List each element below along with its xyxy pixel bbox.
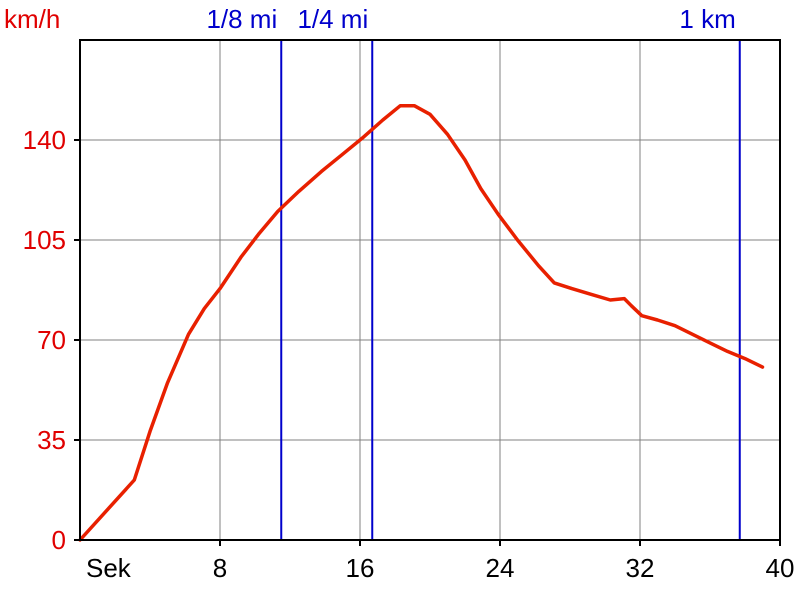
y-tick-label: 0	[52, 525, 66, 555]
x-tick-label: 32	[626, 553, 655, 583]
x-tick-label: 24	[486, 553, 515, 583]
marker-label: 1/4 mi	[297, 4, 368, 34]
marker-label: 1 km	[679, 4, 735, 34]
plot-frame	[79, 39, 781, 541]
y-unit-label: km/h	[4, 4, 60, 34]
series-group	[78, 103, 765, 542]
y-tick-label: 140	[23, 125, 66, 155]
marker-label: 1/8 mi	[206, 4, 277, 34]
y-tick-label: 35	[37, 425, 66, 455]
x-tick-label: 8	[213, 553, 227, 583]
y-tick-label: 105	[23, 225, 66, 255]
distance-markers: 1/8 mi 1/4 mi 1 km	[206, 4, 741, 540]
x-unit-label: Sek	[86, 553, 132, 583]
axis-ticks: 8 16 24 32 40 0 35 70 105 140	[23, 125, 795, 583]
x-tick-label: 40	[766, 553, 795, 583]
speed-series-line	[78, 103, 765, 542]
grid-lines	[80, 40, 780, 540]
x-tick-label: 16	[346, 553, 375, 583]
y-tick-label: 70	[37, 325, 66, 355]
